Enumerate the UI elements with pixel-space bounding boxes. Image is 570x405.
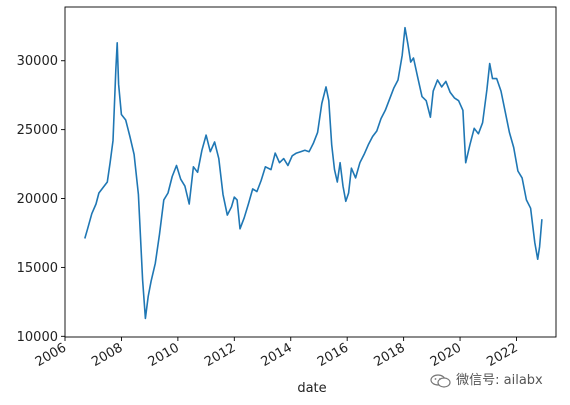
series-line-0	[84, 26, 543, 320]
y-tick-label: 25000	[17, 123, 58, 138]
y-tick-label: 15000	[17, 261, 58, 276]
x-axis-title: date	[297, 381, 326, 396]
x-tick-label: 2016	[315, 340, 351, 370]
x-axis-ticks: 2006 2008 2010 2012 2014 2016 2018 2020 2022	[33, 337, 520, 370]
y-tick-label: 10000	[17, 330, 58, 345]
x-tick-label: 2010	[146, 340, 182, 370]
x-tick-label: 2012	[202, 340, 238, 370]
x-tick-label: 2020	[428, 340, 464, 370]
x-tick-label: 2006	[33, 340, 69, 370]
series-layer	[84, 26, 543, 320]
y-tick-label: 30000	[17, 54, 58, 69]
wechat-icon	[430, 373, 451, 388]
x-tick-label: 2018	[371, 340, 407, 370]
axes-frame	[64, 6, 557, 338]
watermark: 微信号: ailabx	[430, 369, 543, 388]
axes-spines	[64, 6, 557, 338]
plot-background	[65, 7, 556, 337]
plot-area	[65, 7, 556, 337]
watermark-text: 微信号: ailabx	[456, 373, 543, 388]
y-axis-ticks: 10000 15000 20000 25000 30000	[17, 54, 65, 345]
x-tick-label: 2008	[89, 340, 125, 370]
x-tick-label: 2014	[259, 340, 295, 370]
y-tick-label: 20000	[17, 192, 58, 207]
x-tick-label: 2022	[484, 340, 520, 370]
